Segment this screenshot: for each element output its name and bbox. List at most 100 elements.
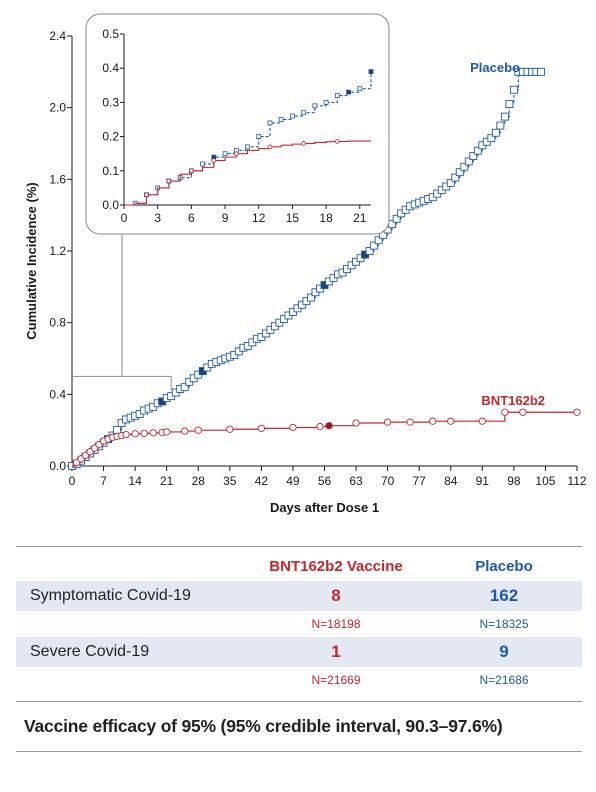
x-tick-label-70: 70: [381, 474, 395, 488]
severe-placebo-cases: 9: [499, 642, 509, 661]
placebo-point: [500, 112, 509, 121]
inset-x-tick-label-6: 6: [188, 211, 195, 225]
bnt162b2-point: [447, 417, 455, 425]
bnt162b2-point: [478, 417, 486, 425]
placebo-point: [487, 134, 496, 143]
incidence-chart: 0 7 14 21 28 35 42 49 56 63 70 77 84 91 98 105 112 0.0 0.4…: [24, 13, 587, 515]
bnt162b2-point: [163, 428, 171, 436]
x-tick-label-105: 105: [535, 474, 555, 488]
inset-x-tick-label-18: 18: [319, 211, 333, 225]
inset-y-tick-label-0.3: 0.3: [102, 95, 119, 109]
y-tick-label-0.4: 0.4: [49, 387, 66, 401]
inset-placebo-point: [200, 161, 205, 167]
inset-bnt162b2-point: [233, 151, 239, 157]
table-row-severe: Severe Covid-19 1 9: [16, 637, 582, 667]
bnt162b2-point: [429, 417, 437, 425]
header-vaccine: BNT162b2 Vaccine: [269, 558, 403, 575]
series-line-bnt162b2: [72, 411, 577, 467]
placebo-point: [307, 293, 315, 302]
x-tick-label-7: 7: [100, 474, 107, 488]
bottom-rule: [16, 751, 582, 752]
placebo-point: [392, 214, 401, 223]
bnt162b2-point: [352, 419, 360, 427]
inset-bnt162b2-point: [267, 144, 273, 150]
placebo-point: [370, 241, 379, 250]
inset-x-tick-label-21: 21: [353, 211, 367, 225]
x-tick-label-0: 0: [69, 474, 76, 488]
inset-placebo-point: [368, 69, 374, 75]
table-row-symptomatic: Symptomatic Covid-19 8 162: [16, 581, 582, 611]
symptomatic-placebo-cases: 162: [489, 586, 519, 605]
zoom-region-outline: [72, 375, 172, 391]
placebo-point: [365, 247, 374, 255]
bnt162b2-point: [131, 430, 139, 438]
chart-svg: 0 7 14 21 28 35 42 49 56 63 70 77 84 91 98 105 1120.00.4…: [24, 13, 587, 515]
placebo-point: [455, 168, 464, 177]
inset-bnt162b2-point: [335, 139, 340, 144]
inset-placebo-point: [222, 151, 228, 157]
bnt162b2-point: [181, 427, 189, 435]
placebo-point: [536, 67, 545, 76]
bnt162b2-point: [226, 425, 234, 433]
inset-placebo-point: [312, 103, 318, 109]
inset-placebo-point: [290, 113, 295, 119]
table-row-symptomatic-n: N=18198 N=18325: [16, 611, 582, 637]
inset-placebo-point: [334, 93, 340, 98]
x-tick-label-56: 56: [318, 474, 332, 488]
table-header-row: BNT162b2 Vaccine Placebo: [16, 547, 582, 581]
x-tick-label-49: 49: [286, 474, 300, 488]
inset-y-tick-label-0.5: 0.5: [102, 27, 119, 41]
inset-x-tick-label-3: 3: [154, 211, 161, 225]
bnt162b2-point: [194, 426, 202, 434]
inset-frame: [85, 13, 390, 235]
y-tick-label-2.0: 2.0: [49, 101, 66, 115]
inset-bnt162b2-point: [166, 178, 172, 184]
row-label-severe: Severe Covid-19: [30, 643, 150, 660]
y-tick-label-1.2: 1.2: [49, 244, 66, 258]
x-tick-label-42: 42: [255, 474, 269, 488]
series-label-bnt162b2: BNT162b2: [481, 393, 545, 408]
bnt162b2-point: [406, 418, 414, 426]
placebo-point: [469, 152, 478, 160]
y-tick-label-0.8: 0.8: [49, 316, 66, 330]
placebo-point: [451, 173, 460, 182]
severe-vaccine-cases: 1: [331, 642, 341, 661]
severe-vaccine-n: N=21669: [311, 673, 361, 687]
severe-placebo-n: N=21686: [479, 673, 529, 687]
header-placebo: Placebo: [475, 558, 533, 575]
inset-placebo-point: [256, 134, 262, 140]
placebo-point: [446, 178, 455, 187]
placebo-point: [460, 162, 469, 171]
bnt162b2-point: [383, 418, 392, 426]
inset-x-tick-label-15: 15: [286, 211, 300, 225]
bnt162b2-point: [501, 408, 509, 416]
inset-bnt162b2-point: [301, 141, 306, 146]
inset-bnt162b2-point: [211, 158, 217, 163]
inset-placebo-point: [278, 117, 284, 122]
inset-y-tick-label-0.2: 0.2: [102, 130, 119, 144]
symptomatic-placebo-n: N=18325: [479, 617, 529, 631]
inset-y-tick-label-0.1: 0.1: [102, 164, 119, 178]
row-label-symptomatic: Symptomatic Covid-19: [30, 587, 191, 604]
series-label-placebo: Placebo: [470, 60, 520, 75]
inset-placebo-point: [301, 110, 307, 116]
placebo-point: [180, 383, 189, 392]
bnt162b2-point: [573, 408, 581, 416]
bnt162b2-point: [316, 422, 324, 431]
efficacy-statement: Vaccine efficacy of 95% (95% credible in…: [24, 716, 503, 736]
x-tick-label-14: 14: [128, 474, 142, 488]
inset-series-line-bnt162b2: [124, 140, 371, 206]
bnt162b2-point: [140, 429, 148, 438]
placebo-point: [496, 121, 505, 130]
bnt162b2-point: [149, 429, 157, 437]
inset-x-tick-label-0: 0: [121, 211, 128, 225]
x-tick-label-84: 84: [444, 474, 458, 488]
x-tick-label-63: 63: [349, 474, 363, 488]
placebo-point: [505, 100, 514, 109]
inset-placebo-point: [245, 144, 250, 150]
inset-placebo-point: [346, 89, 351, 95]
inset-bnt162b2-point: [144, 192, 149, 198]
inset-y-tick-label-0.4: 0.4: [102, 61, 119, 75]
placebo-point: [509, 85, 518, 94]
results-table: BNT162b2 Vaccine Placebo Symptomatic Cov…: [16, 546, 582, 752]
